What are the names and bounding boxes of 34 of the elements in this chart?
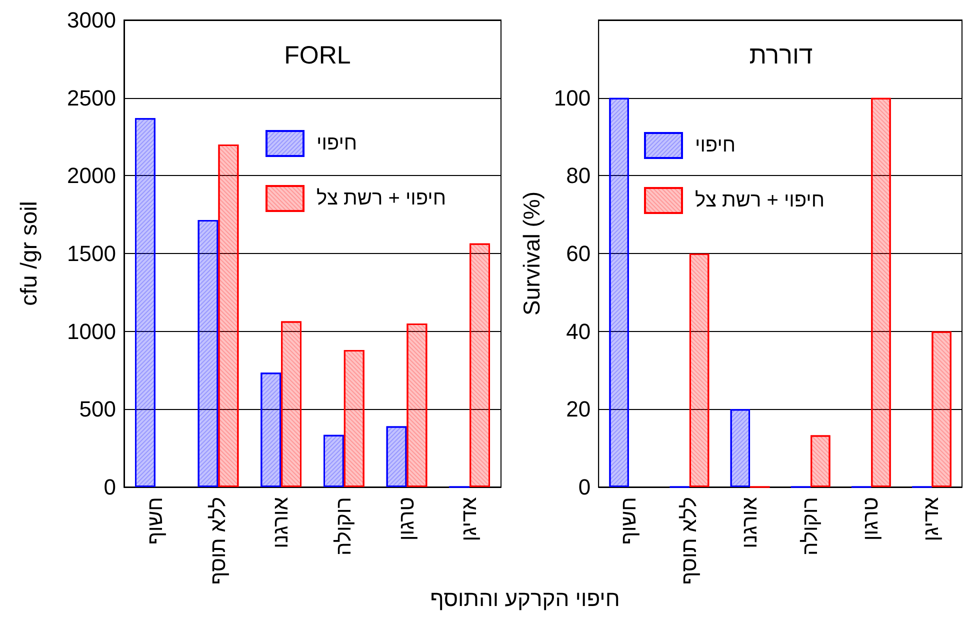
x-tick-label: טרגון [860,497,883,541]
y-tick-label: 2500 [67,85,116,110]
y-tick-label: 500 [79,396,116,422]
legend-label: חיפוי + רשת צל [316,188,446,210]
legend-label: חיפוי + רשת צל [695,190,824,212]
y-tick-label: 2000 [67,163,116,188]
x-tick-label: אורגנו [270,497,293,548]
y-tick-label: 0 [578,474,591,500]
y-tick-label: 3000 [67,8,116,32]
legend-label: חיפוי [695,134,736,156]
x-axis-title: חיפוי הקרקע והתוסף [430,586,620,612]
x-tick-label: אדיגן [458,497,482,542]
y-tick-label: 100 [554,85,591,110]
y-tick-label: 0 [104,474,116,500]
x-tick-label: חשוף [144,497,167,545]
x-tick-label: רוקולה [332,497,356,556]
x-tick-label: ללא תוסף [678,497,701,585]
text: FORL [284,42,351,70]
y-tick-label: 40 [566,318,591,344]
x-tick-label: אדיגן [920,497,944,542]
x-tick-label: ללא תוסף [206,497,230,585]
text: דוררת [749,42,813,70]
x-tick-label: אורגנו [738,497,762,548]
y-axis-title: Survival (%) [518,192,544,316]
x-tick-label: רוקולה [799,497,822,556]
x-tick-label: חשוף [617,497,640,545]
legend-label: חיפוי [316,132,358,154]
y-axis-title: cfu /gr soil [16,201,42,306]
y-tick-label: 60 [566,241,591,266]
y-tick-label: 80 [566,163,591,188]
y-tick-label: 1000 [67,318,116,344]
y-tick-label: 20 [566,396,591,422]
x-tick-label: טרגון [395,497,418,541]
y-tick-label: 1500 [67,241,116,266]
